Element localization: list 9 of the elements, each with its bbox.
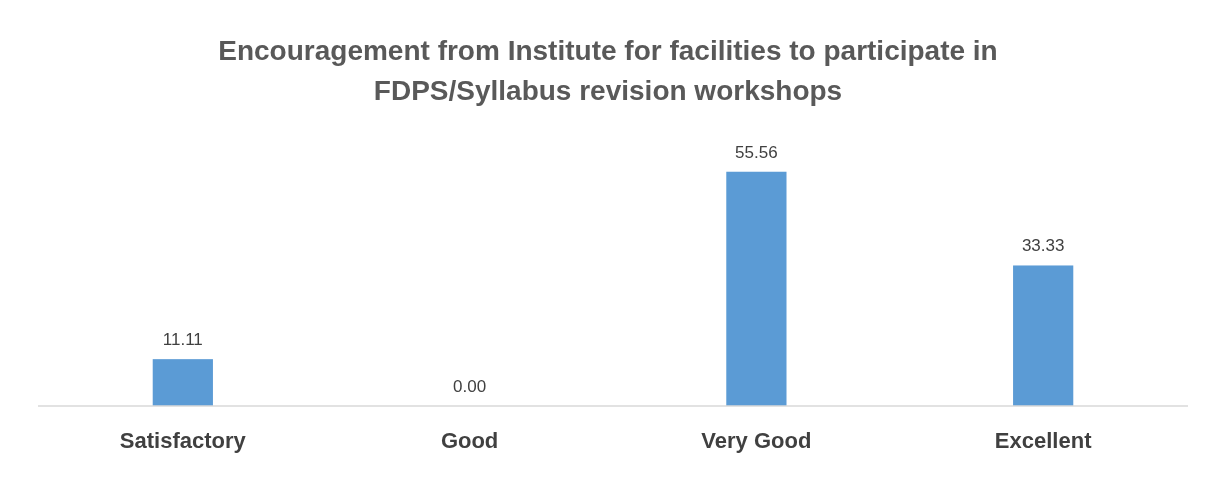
data-label: 0.00 <box>453 377 487 396</box>
x-tick-label: Excellent <box>994 428 1093 453</box>
data-label: 33.33 <box>1021 236 1065 256</box>
x-tick-label: Good <box>440 428 499 453</box>
chart-title: Encouragement from Institute for facilities to participate in FDPS/Syllabus revision workshops <box>218 35 998 106</box>
data-label: 55.56 <box>735 142 778 162</box>
data-label: 11.11 <box>162 330 203 350</box>
x-tick-label: Very Good <box>701 428 812 453</box>
x-tick-label: Satisfactory <box>119 428 247 453</box>
